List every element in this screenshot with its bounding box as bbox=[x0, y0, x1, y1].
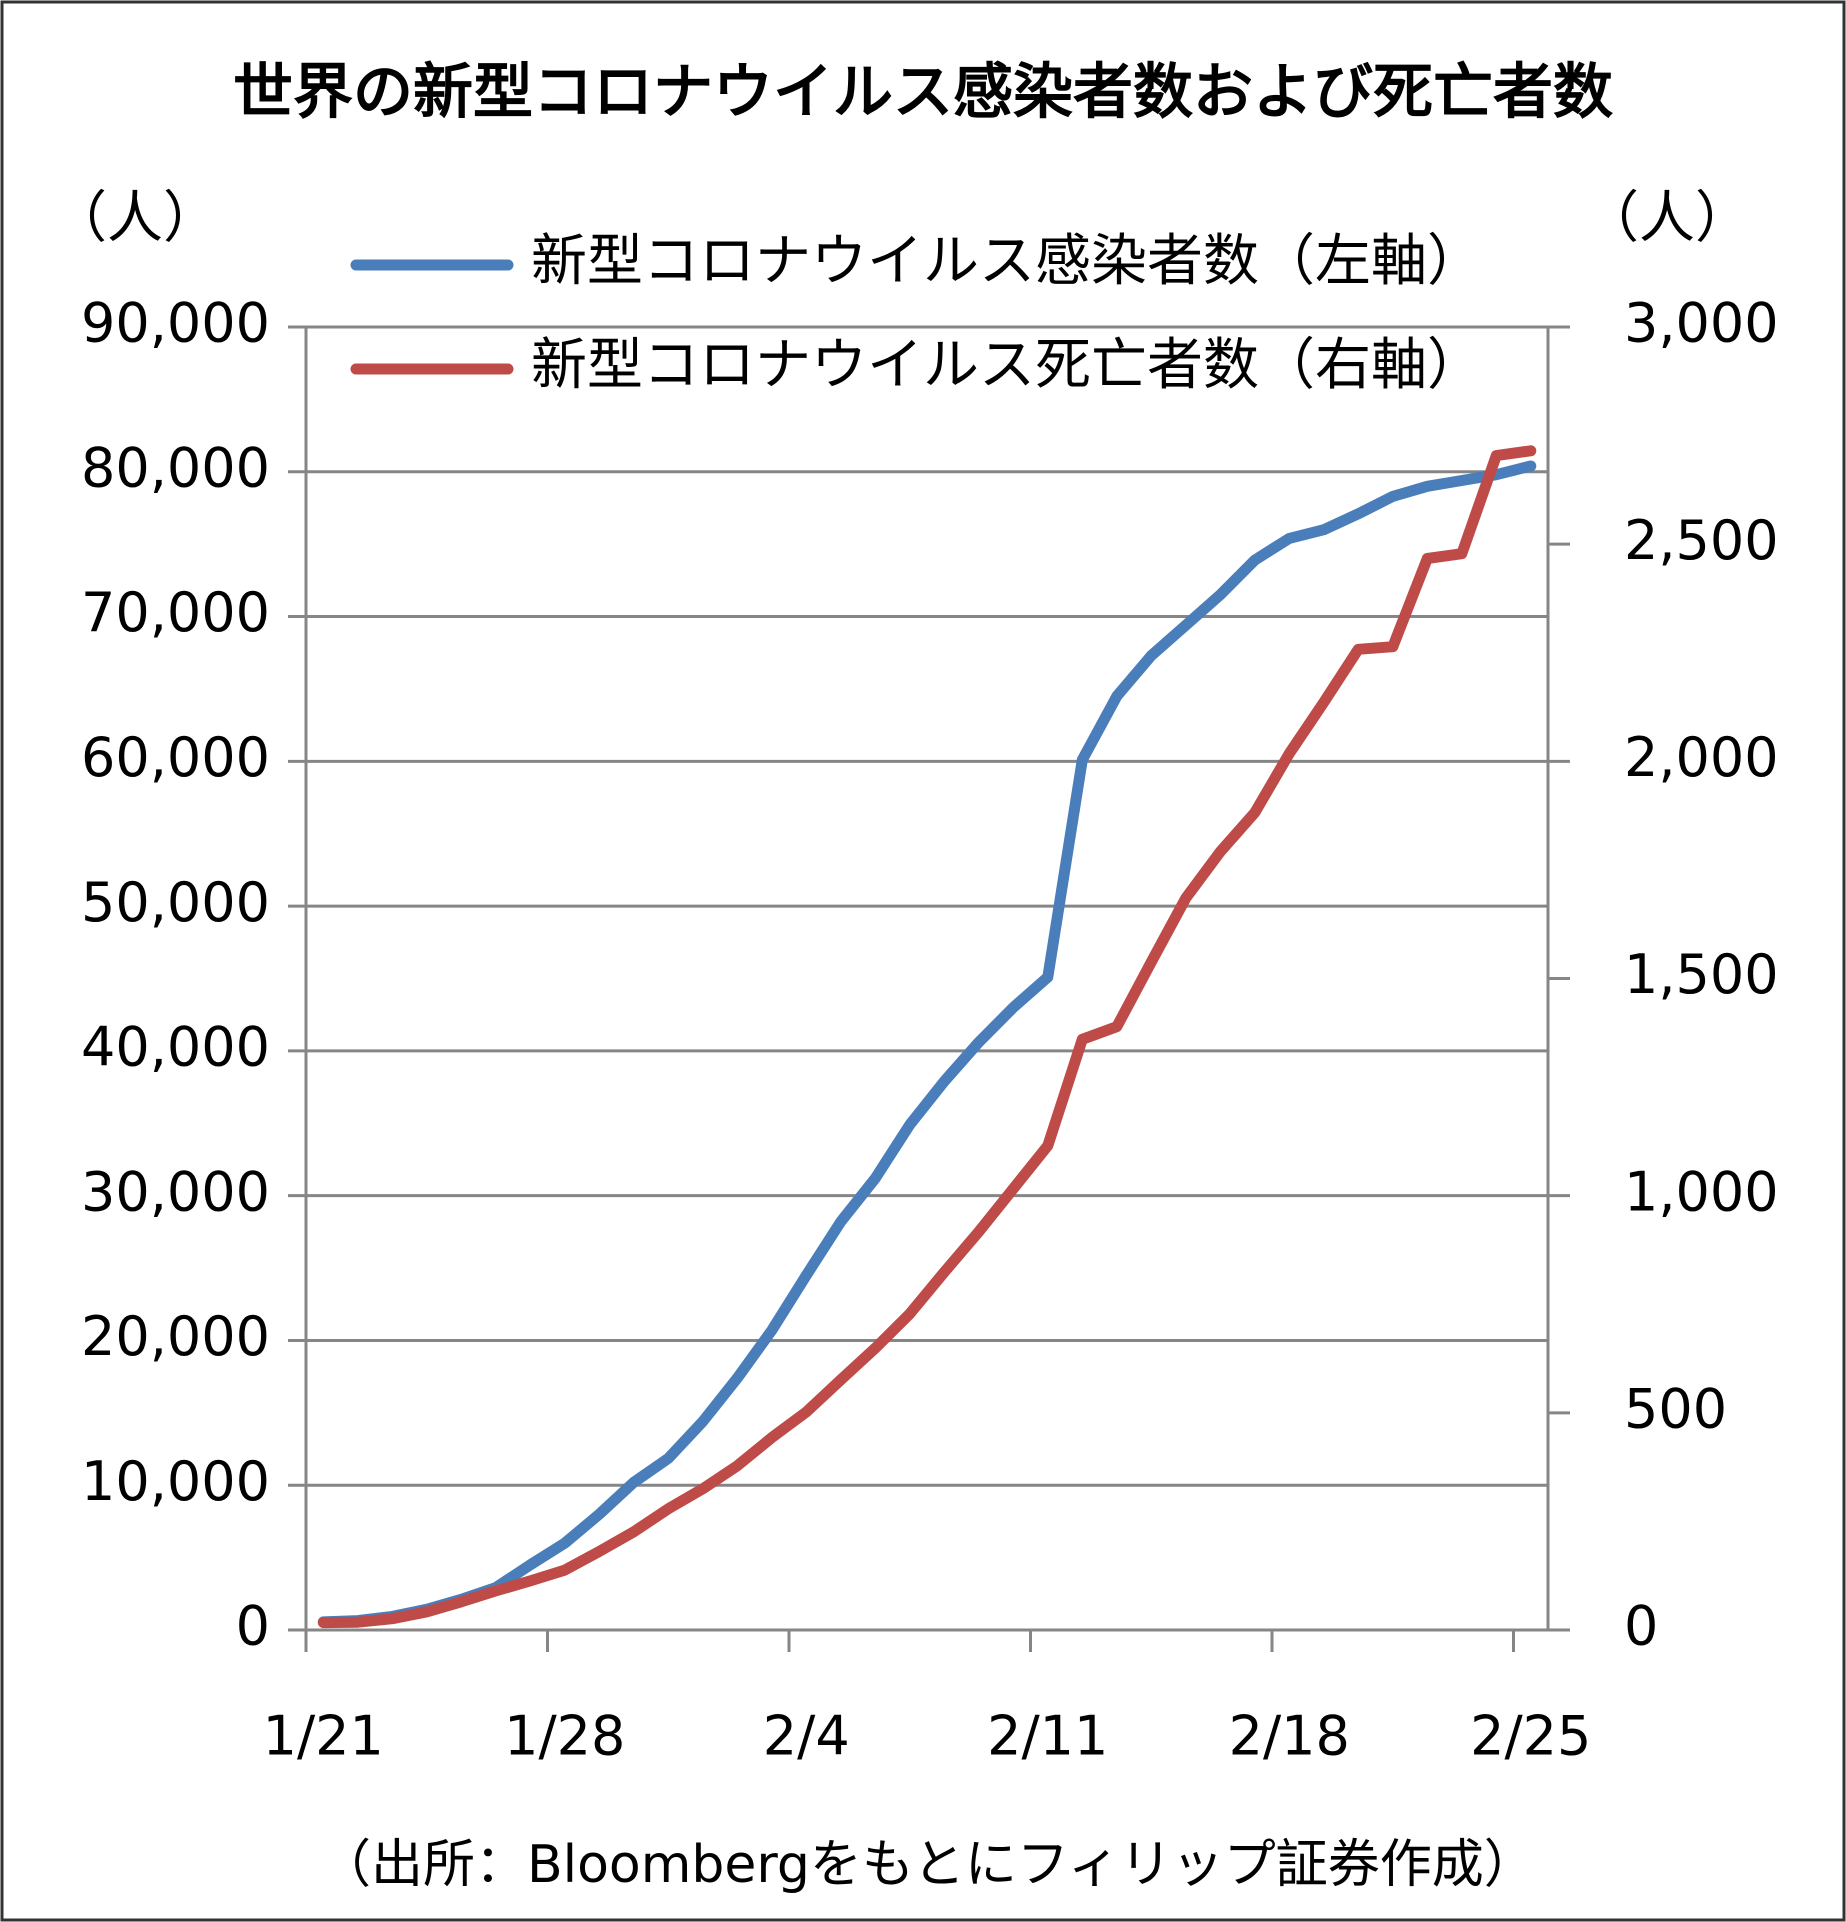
legend-label: 新型コロナウイルス死亡者数（右軸） bbox=[531, 333, 1483, 398]
y-tick-label: 0 bbox=[236, 1595, 270, 1658]
y-axis-label: （人） bbox=[51, 186, 219, 251]
x-tick-label: 2/11 bbox=[987, 1705, 1108, 1768]
y-tick-label: 70,000 bbox=[81, 581, 270, 644]
y2-tick-label: 3,000 bbox=[1624, 292, 1779, 355]
y2-tick-label: 1,000 bbox=[1624, 1160, 1779, 1223]
y-tick-label: 50,000 bbox=[81, 871, 270, 934]
x-tick-label: 2/18 bbox=[1229, 1705, 1350, 1768]
y2-tick-label: 2,000 bbox=[1624, 726, 1779, 789]
y2-tick-label: 500 bbox=[1624, 1377, 1727, 1440]
y2-axis-label: （人） bbox=[1583, 186, 1751, 251]
y-tick-label: 40,000 bbox=[81, 1016, 270, 1079]
chart-title: 世界の新型コロナウイルス感染者数および死亡者数 bbox=[233, 58, 1613, 128]
y2-tick-label: 2,500 bbox=[1624, 509, 1779, 572]
y-tick-label: 20,000 bbox=[81, 1305, 270, 1368]
x-tick-label: 2/4 bbox=[763, 1705, 850, 1768]
y-tick-label: 90,000 bbox=[81, 292, 270, 355]
y-tick-label: 10,000 bbox=[81, 1450, 270, 1513]
y2-tick-label: 1,500 bbox=[1624, 943, 1779, 1006]
x-tick-label: 1/28 bbox=[504, 1705, 625, 1768]
source-note: （出所：Bloombergをもとにフィリップ証券作成） bbox=[319, 1835, 1536, 1895]
legend-label: 新型コロナウイルス感染者数（左軸） bbox=[531, 229, 1483, 294]
y2-tick-label: 0 bbox=[1624, 1595, 1658, 1658]
y-tick-label: 80,000 bbox=[81, 436, 270, 499]
y-tick-label: 60,000 bbox=[81, 726, 270, 789]
x-tick-label: 1/21 bbox=[263, 1705, 384, 1768]
series-line bbox=[317, 445, 1537, 1629]
series-line bbox=[317, 460, 1537, 1628]
x-tick-label: 2/25 bbox=[1470, 1705, 1591, 1768]
y-tick-label: 30,000 bbox=[81, 1160, 270, 1223]
